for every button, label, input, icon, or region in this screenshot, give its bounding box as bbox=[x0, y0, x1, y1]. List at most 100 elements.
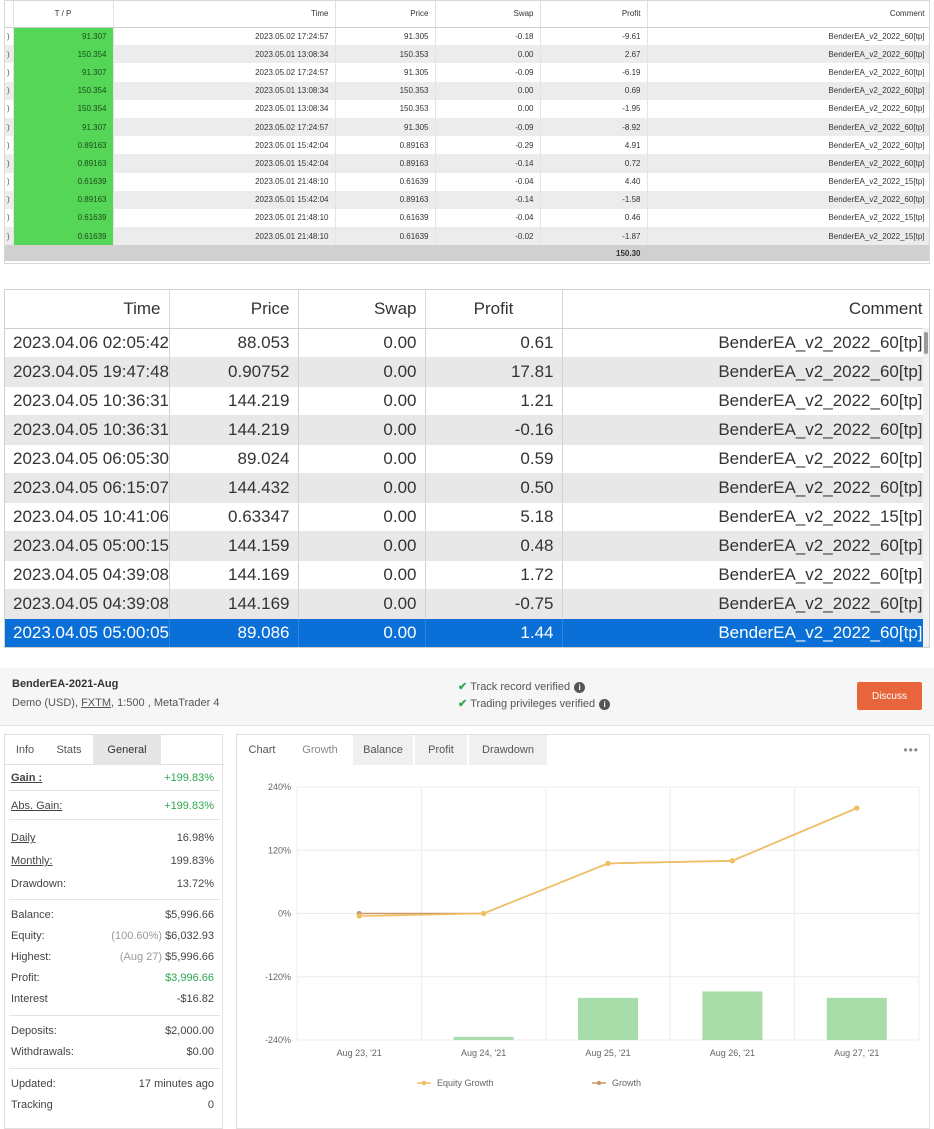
stat-value: 13.72% bbox=[176, 878, 214, 890]
column-header-time[interactable]: Time bbox=[113, 1, 336, 28]
stat-value: $3,996.66 bbox=[165, 972, 214, 984]
column-header-swap[interactable]: Swap bbox=[298, 290, 426, 329]
info-icon[interactable]: i bbox=[599, 699, 611, 710]
table-row[interactable]: 2023.04.05 19:47:48 0.90752 0.00 17.81 Bende… bbox=[5, 357, 929, 387]
column-header-price[interactable]: Price bbox=[169, 290, 299, 329]
column-header-edge bbox=[5, 1, 14, 28]
tab-growth[interactable]: Growth bbox=[289, 735, 351, 765]
stat-label: Updated: bbox=[11, 1078, 56, 1090]
table-row[interactable]: ) 150.354 2023.05.01 13:08:34 150.353 0.00 0.… bbox=[5, 81, 929, 100]
divider bbox=[9, 899, 220, 900]
legend-label: Growth bbox=[612, 1078, 641, 1088]
equity-percent: (100.60%) bbox=[111, 930, 163, 942]
table-row-selected[interactable]: 2023.04.05 05:00:05 89.086 0.00 1.44 BenderE… bbox=[5, 618, 929, 647]
table-row[interactable]: ) 0.89163 2023.05.01 15:42:04 0.89163 -0.29 4… bbox=[5, 136, 929, 155]
column-header-profit[interactable]: Profit bbox=[425, 290, 563, 329]
table-row[interactable]: ) 91.307 2023.05.02 17:24:57 91.305 -0.09 -6.… bbox=[5, 63, 929, 82]
profit-cell: 0.72 bbox=[540, 154, 648, 173]
table-row[interactable]: ) 91.307 2023.05.02 17:24:57 91.305 -0.18 -9.… bbox=[5, 27, 929, 46]
swap-cell: 0.00 bbox=[298, 502, 426, 532]
stat-value: (Aug 27) $5,996.66 bbox=[120, 951, 214, 963]
trading-privileges-label: Trading privileges verified bbox=[470, 698, 596, 710]
scrollbar-thumb[interactable] bbox=[924, 332, 928, 354]
more-options-icon[interactable]: ••• bbox=[903, 743, 919, 757]
table-row[interactable]: 2023.04.05 06:05:30 89.024 0.00 0.59 BenderE… bbox=[5, 444, 929, 474]
time-cell: 2023.05.02 17:24:57 bbox=[113, 117, 336, 137]
tab-profit[interactable]: Profit bbox=[415, 735, 467, 765]
total-row-cell bbox=[13, 245, 114, 262]
tab-drawdown[interactable]: Drawdown bbox=[469, 735, 547, 765]
stats-sidebar: Info Stats General Gain : +199.83% Abs. G… bbox=[4, 734, 224, 1129]
column-header-profit[interactable]: Profit bbox=[540, 1, 648, 28]
comment-cell: BenderEA_v2_2022_15[tp] bbox=[562, 502, 929, 532]
table-row[interactable]: ) 0.61639 2023.05.01 21:48:10 0.61639 -0.04 4… bbox=[5, 172, 929, 191]
table-row[interactable]: ) 0.89163 2023.05.01 15:42:04 0.89163 -0.14-… bbox=[5, 190, 929, 209]
column-header-comment[interactable]: Comment bbox=[647, 1, 929, 28]
info-icon[interactable]: i bbox=[574, 682, 586, 693]
table-row[interactable]: 2023.04.05 06:15:07 144.432 0.00 0.50 Bender… bbox=[5, 473, 929, 503]
stat-label: Equity: bbox=[11, 930, 45, 942]
account-type: Demo (USD), bbox=[12, 697, 82, 709]
table-row[interactable]: 2023.04.05 04:39:08 144.169 0.00 -0.75 Bende… bbox=[5, 589, 929, 619]
price-cell: 89.024 bbox=[169, 444, 299, 474]
price-cell: 0.61639 bbox=[335, 208, 436, 228]
time-cell: 2023.05.01 13:08:34 bbox=[113, 45, 336, 64]
table-row[interactable]: 2023.04.05 10:36:31 144.219 0.00 1.21 Bender… bbox=[5, 386, 929, 416]
column-header-swap[interactable]: Swap bbox=[435, 1, 541, 28]
price-cell: 91.305 bbox=[335, 117, 436, 137]
column-header-time[interactable]: Time bbox=[5, 290, 170, 329]
discuss-button[interactable]: Discuss bbox=[857, 682, 922, 710]
data-point bbox=[854, 805, 860, 811]
stat-label: Withdrawals: bbox=[11, 1046, 74, 1058]
price-cell: 0.61639 bbox=[335, 172, 436, 191]
table-row[interactable]: 2023.04.05 10:41:06 0.63347 0.00 5.18 Bender… bbox=[5, 502, 929, 532]
price-cell: 150.353 bbox=[335, 99, 436, 118]
stat-label[interactable]: Abs. Gain: bbox=[11, 800, 63, 812]
swap-cell: -0.04 bbox=[435, 208, 541, 228]
take-profit-cell: 150.354 bbox=[13, 81, 114, 100]
stat-label: Drawdown: bbox=[11, 878, 67, 890]
broker-link[interactable]: FXTM bbox=[81, 697, 112, 709]
price-cell: 0.89163 bbox=[335, 190, 436, 209]
column-header-tp[interactable]: T / P bbox=[13, 1, 114, 28]
stat-value: 199.83% bbox=[170, 855, 214, 867]
time-cell: 2023.04.05 04:39:08 bbox=[5, 560, 170, 590]
table-row[interactable]: ) 150.354 2023.05.01 13:08:34 150.353 0.00 2.… bbox=[5, 45, 929, 64]
column-header-price[interactable]: Price bbox=[335, 1, 436, 28]
swap-cell: -0.18 bbox=[435, 27, 541, 46]
trading-privileges-verified: ✔ Trading privileges verified i bbox=[458, 697, 611, 710]
stat-label[interactable]: Monthly: bbox=[11, 855, 53, 867]
x-tick-label: Aug 23, '21 bbox=[337, 1048, 382, 1058]
total-row-cell bbox=[335, 245, 436, 262]
stat-label[interactable]: Gain : bbox=[11, 772, 43, 784]
tab-balance[interactable]: Balance bbox=[353, 735, 413, 765]
profit-cell: 2.67 bbox=[540, 45, 648, 64]
table-row[interactable]: ) 0.89163 2023.05.01 15:42:04 0.89163 -0.14 0… bbox=[5, 154, 929, 173]
tab-stats[interactable]: Stats bbox=[56, 744, 82, 756]
price-cell: 91.305 bbox=[335, 63, 436, 82]
table-row[interactable]: ) 91.307 2023.05.02 17:24:57 91.305 -0.09 -8.… bbox=[5, 117, 929, 137]
total-row: 150.30 bbox=[5, 245, 929, 262]
trade-history-table-compact: T / P Time Price Swap Profit Comment ) 91… bbox=[4, 0, 930, 264]
table-row[interactable]: ) 0.61639 2023.05.01 21:48:10 0.61639 -0.04 0… bbox=[5, 208, 929, 228]
y-tick-label: 0% bbox=[278, 909, 291, 919]
profit-cell: -1.87 bbox=[540, 227, 648, 246]
table-row[interactable]: ) 0.61639 2023.05.01 21:48:10 0.61639 -0.02-… bbox=[5, 227, 929, 246]
table-row[interactable]: 2023.04.05 10:36:31 144.219 0.00 -0.16 Bende… bbox=[5, 415, 929, 445]
bar bbox=[702, 991, 763, 1040]
series-line bbox=[359, 807, 858, 915]
stat-label[interactable]: Daily bbox=[11, 832, 36, 844]
table-row[interactable]: 2023.04.06 02:05:42 88.053 0.00 0.61 BenderE… bbox=[5, 328, 929, 358]
vertical-scrollbar[interactable] bbox=[923, 328, 929, 647]
table-row[interactable]: ) 150.354 2023.05.01 13:08:34 150.353 0.00 -1… bbox=[5, 99, 929, 118]
column-header-comment[interactable]: Comment bbox=[562, 290, 929, 329]
table-row[interactable]: 2023.04.05 04:39:08 144.169 0.00 1.72 Bender… bbox=[5, 560, 929, 590]
tab-chart[interactable]: Chart bbox=[237, 735, 287, 765]
x-tick-label: Aug 27, '21 bbox=[834, 1048, 879, 1058]
highest-date: (Aug 27) bbox=[119, 951, 163, 963]
stat-value: 17 minutes ago bbox=[138, 1078, 214, 1090]
table-row[interactable]: 2023.04.05 05:00:15 144.159 0.00 0.48 Bender… bbox=[5, 531, 929, 561]
tab-info[interactable]: Info bbox=[15, 744, 35, 756]
profit-cell: 4.91 bbox=[540, 136, 648, 155]
tab-general[interactable]: General bbox=[93, 735, 161, 765]
